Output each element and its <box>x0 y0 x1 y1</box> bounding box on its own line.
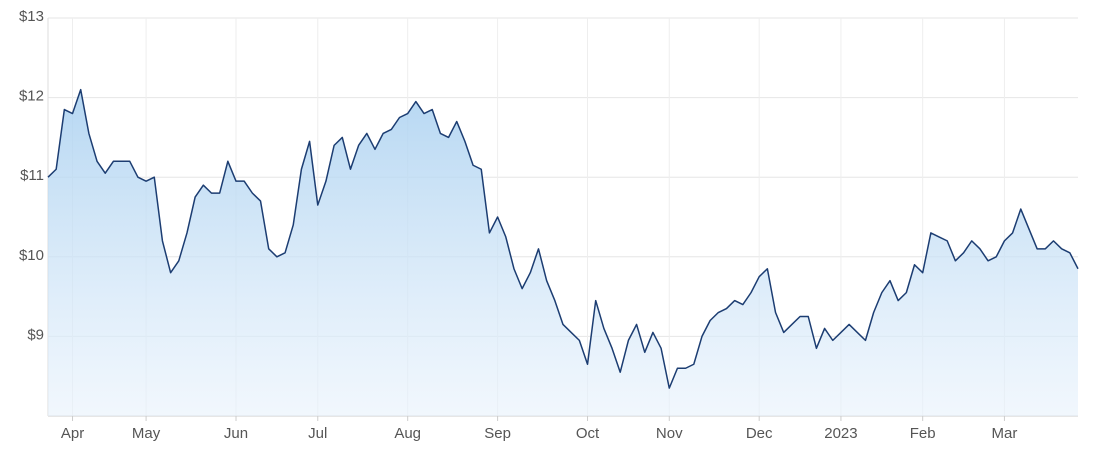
y-tick-label: $9 <box>27 326 44 343</box>
y-tick-label: $10 <box>19 247 44 264</box>
x-tick-label: Jun <box>224 425 248 442</box>
x-tick-label: Oct <box>576 425 600 442</box>
x-tick-label: Mar <box>992 425 1018 442</box>
x-tick-label: Aug <box>394 425 421 442</box>
x-tick-label: Nov <box>656 425 683 442</box>
y-tick-label: $13 <box>19 8 44 25</box>
x-tick-label: Apr <box>61 425 84 442</box>
x-tick-label: Sep <box>484 425 511 442</box>
x-tick-label: May <box>132 425 161 442</box>
x-tick-label: 2023 <box>824 425 857 442</box>
x-tick-label: Dec <box>746 425 773 442</box>
x-tick-label: Feb <box>910 425 936 442</box>
area <box>48 89 1078 416</box>
x-tick-label: Jul <box>308 425 327 442</box>
y-tick-label: $12 <box>19 88 44 105</box>
line <box>47 88 1079 389</box>
y-tick-label: $11 <box>20 167 44 184</box>
